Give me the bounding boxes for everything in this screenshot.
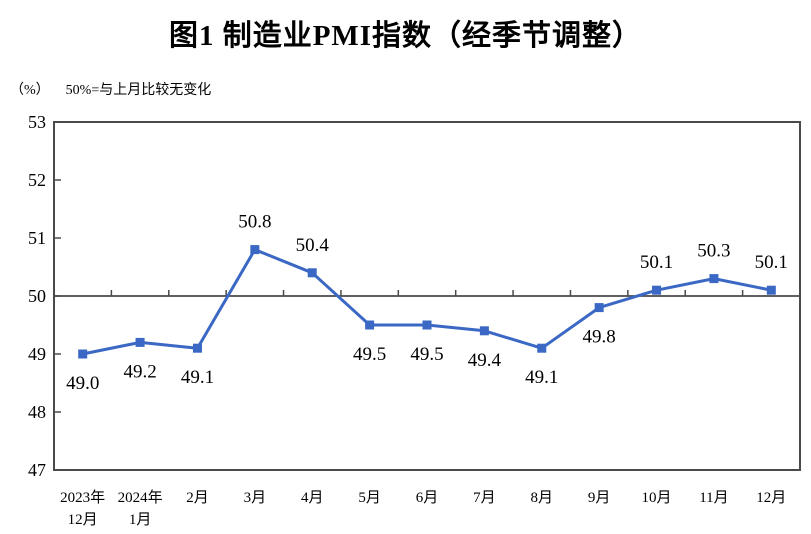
x-axis-label: 1月 <box>129 512 152 528</box>
data-point-marker <box>192 343 202 353</box>
data-point-label: 49.1 <box>525 367 558 388</box>
x-axis-label: 11月 <box>699 490 728 506</box>
reference-note: 50%=与上月比较无变化 <box>65 83 212 98</box>
x-axis-label: 6月 <box>416 490 439 506</box>
x-axis-label: 5月 <box>358 490 381 506</box>
data-point-label: 50.8 <box>238 212 271 233</box>
x-axis-label: 12月 <box>68 512 98 528</box>
data-point-label: 50.1 <box>755 252 788 273</box>
data-point-label: 49.5 <box>410 344 443 365</box>
chart-subtitle: （%） 50%=与上月比较无变化 <box>10 79 211 99</box>
data-point-label: 49.2 <box>123 361 156 382</box>
x-axis-label: 2023年 <box>60 489 105 506</box>
data-point-label: 49.1 <box>181 367 214 388</box>
data-point-marker <box>479 326 489 336</box>
data-point-marker <box>135 337 145 347</box>
data-point-label: 50.3 <box>697 241 730 262</box>
y-axis-tick-label: 50 <box>28 286 46 306</box>
x-axis-label: 3月 <box>244 490 267 506</box>
data-point-marker <box>766 285 776 295</box>
data-point-marker <box>78 349 88 359</box>
data-point-label: 49.5 <box>353 344 386 365</box>
y-axis-tick-label: 47 <box>28 460 46 480</box>
x-axis-label: 9月 <box>588 490 611 506</box>
y-axis-tick-label: 53 <box>28 112 46 132</box>
data-point-marker <box>594 303 604 313</box>
data-point-marker <box>537 343 547 353</box>
x-axis-label: 12月 <box>756 490 786 506</box>
y-axis-tick-label: 51 <box>28 228 46 248</box>
data-point-marker <box>652 285 662 295</box>
data-point-marker <box>307 268 317 278</box>
data-point-label: 50.1 <box>640 252 673 273</box>
y-axis-unit-label: （%） <box>10 83 50 98</box>
x-axis-label: 2024年 <box>118 489 163 506</box>
data-point-marker <box>365 320 375 330</box>
data-point-marker <box>250 245 260 255</box>
y-axis-tick-label: 48 <box>28 402 46 422</box>
data-point-label: 49.0 <box>66 373 99 394</box>
data-point-label: 50.4 <box>296 235 330 256</box>
data-point-label: 49.4 <box>468 350 502 371</box>
x-axis-label: 4月 <box>301 490 324 506</box>
x-axis-label: 8月 <box>531 490 554 506</box>
y-axis-tick-label: 49 <box>28 344 46 364</box>
chart-title: 图1 制造业PMI指数（经季节调整） <box>168 20 643 52</box>
data-point-label: 49.8 <box>583 327 616 348</box>
x-axis-label: 10月 <box>642 490 672 506</box>
y-axis-tick-label: 52 <box>28 170 46 190</box>
data-point-marker <box>709 274 719 284</box>
data-point-marker <box>422 320 432 330</box>
x-axis-label: 2月 <box>186 490 209 506</box>
x-axis-label: 7月 <box>473 490 496 506</box>
